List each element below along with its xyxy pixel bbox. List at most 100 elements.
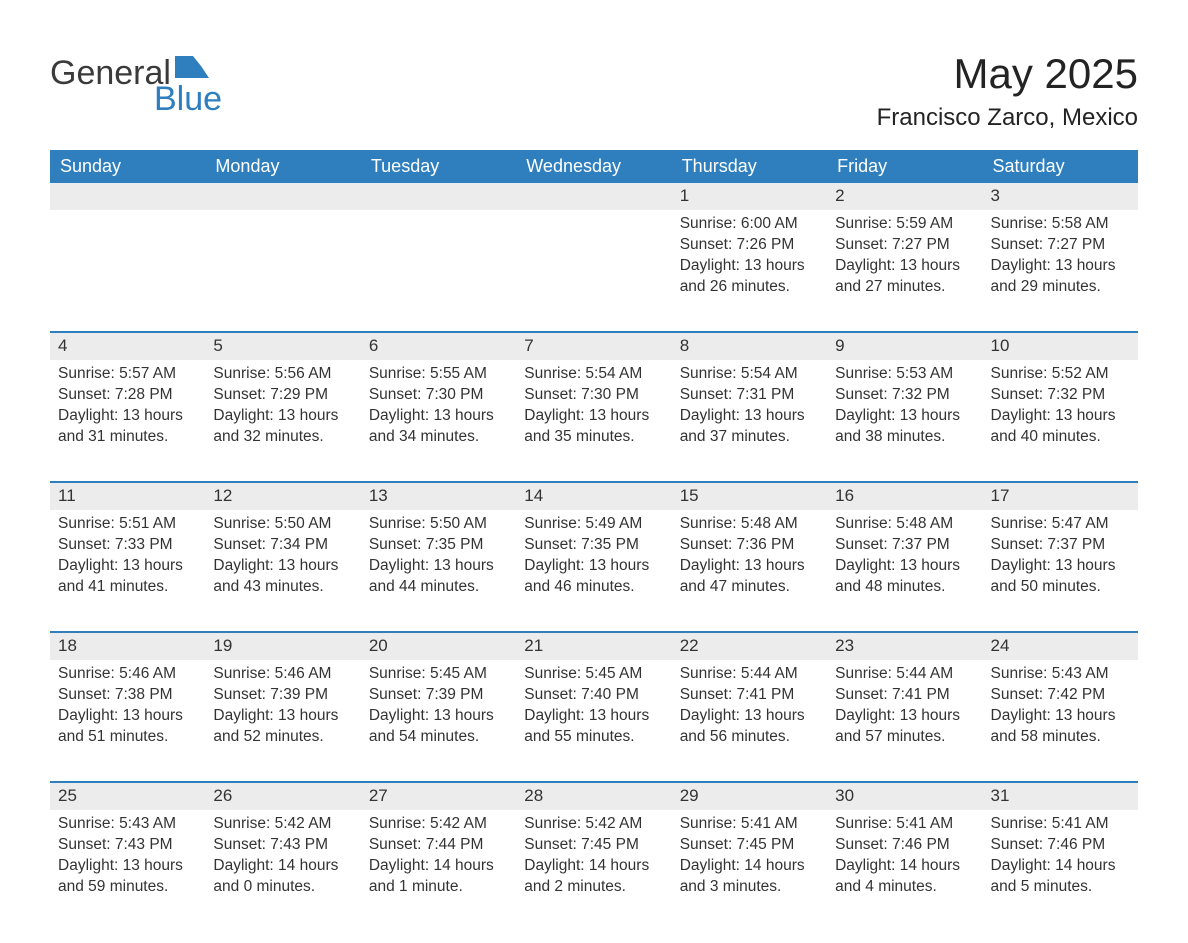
title-block: May 2025 Francisco Zarco, Mexico: [877, 50, 1138, 132]
day-number: 24: [983, 633, 1138, 660]
daylight-text: Daylight: 13 hours and 43 minutes.: [213, 556, 352, 598]
day-number: 8: [672, 333, 827, 360]
day-number: [361, 183, 516, 210]
weekday-wednesday: Wednesday: [516, 150, 671, 183]
week-row: 4Sunrise: 5:57 AMSunset: 7:28 PMDaylight…: [50, 331, 1138, 453]
day-content: Sunrise: 5:52 AMSunset: 7:32 PMDaylight:…: [983, 360, 1138, 448]
day-cell: 23Sunrise: 5:44 AMSunset: 7:41 PMDayligh…: [827, 633, 982, 753]
day-number: 1: [672, 183, 827, 210]
sunset-text: Sunset: 7:35 PM: [369, 535, 508, 556]
sunrise-text: Sunrise: 5:42 AM: [369, 814, 508, 835]
sunrise-text: Sunrise: 5:50 AM: [369, 514, 508, 535]
day-content: Sunrise: 5:42 AMSunset: 7:43 PMDaylight:…: [205, 810, 360, 898]
daylight-text: Daylight: 13 hours and 32 minutes.: [213, 406, 352, 448]
weekday-saturday: Saturday: [983, 150, 1138, 183]
day-content: Sunrise: 5:44 AMSunset: 7:41 PMDaylight:…: [827, 660, 982, 748]
daylight-text: Daylight: 13 hours and 34 minutes.: [369, 406, 508, 448]
sunset-text: Sunset: 7:36 PM: [680, 535, 819, 556]
sunrise-text: Sunrise: 5:53 AM: [835, 364, 974, 385]
day-content: Sunrise: 5:41 AMSunset: 7:45 PMDaylight:…: [672, 810, 827, 898]
sunset-text: Sunset: 7:30 PM: [369, 385, 508, 406]
sunset-text: Sunset: 7:45 PM: [680, 835, 819, 856]
day-content: Sunrise: 5:46 AMSunset: 7:39 PMDaylight:…: [205, 660, 360, 748]
daylight-text: Daylight: 13 hours and 26 minutes.: [680, 256, 819, 298]
day-number: 20: [361, 633, 516, 660]
day-cell: [516, 183, 671, 303]
day-cell: 29Sunrise: 5:41 AMSunset: 7:45 PMDayligh…: [672, 783, 827, 903]
day-content: Sunrise: 5:53 AMSunset: 7:32 PMDaylight:…: [827, 360, 982, 448]
day-number: 29: [672, 783, 827, 810]
day-content: Sunrise: 5:49 AMSunset: 7:35 PMDaylight:…: [516, 510, 671, 598]
daylight-text: Daylight: 13 hours and 40 minutes.: [991, 406, 1130, 448]
sunset-text: Sunset: 7:39 PM: [369, 685, 508, 706]
day-number: 7: [516, 333, 671, 360]
day-cell: 17Sunrise: 5:47 AMSunset: 7:37 PMDayligh…: [983, 483, 1138, 603]
weekday-sunday: Sunday: [50, 150, 205, 183]
flag-icon: [175, 50, 209, 84]
day-cell: 18Sunrise: 5:46 AMSunset: 7:38 PMDayligh…: [50, 633, 205, 753]
day-number: 3: [983, 183, 1138, 210]
day-cell: 19Sunrise: 5:46 AMSunset: 7:39 PMDayligh…: [205, 633, 360, 753]
day-content: Sunrise: 5:47 AMSunset: 7:37 PMDaylight:…: [983, 510, 1138, 598]
sunrise-text: Sunrise: 5:41 AM: [835, 814, 974, 835]
day-cell: 5Sunrise: 5:56 AMSunset: 7:29 PMDaylight…: [205, 333, 360, 453]
sunset-text: Sunset: 7:37 PM: [991, 535, 1130, 556]
day-content: Sunrise: 5:45 AMSunset: 7:39 PMDaylight:…: [361, 660, 516, 748]
day-content: Sunrise: 5:50 AMSunset: 7:34 PMDaylight:…: [205, 510, 360, 598]
weekday-thursday: Thursday: [672, 150, 827, 183]
daylight-text: Daylight: 14 hours and 3 minutes.: [680, 856, 819, 898]
daylight-text: Daylight: 13 hours and 41 minutes.: [58, 556, 197, 598]
sunset-text: Sunset: 7:40 PM: [524, 685, 663, 706]
brand-logo: General Blue: [50, 50, 222, 116]
day-number: [205, 183, 360, 210]
day-number: [516, 183, 671, 210]
daylight-text: Daylight: 13 hours and 27 minutes.: [835, 256, 974, 298]
daylight-text: Daylight: 13 hours and 35 minutes.: [524, 406, 663, 448]
daylight-text: Daylight: 14 hours and 1 minute.: [369, 856, 508, 898]
day-cell: 25Sunrise: 5:43 AMSunset: 7:43 PMDayligh…: [50, 783, 205, 903]
day-cell: 22Sunrise: 5:44 AMSunset: 7:41 PMDayligh…: [672, 633, 827, 753]
daylight-text: Daylight: 13 hours and 57 minutes.: [835, 706, 974, 748]
week-row: 25Sunrise: 5:43 AMSunset: 7:43 PMDayligh…: [50, 781, 1138, 903]
daylight-text: Daylight: 13 hours and 52 minutes.: [213, 706, 352, 748]
sunrise-text: Sunrise: 5:43 AM: [58, 814, 197, 835]
weekday-friday: Friday: [827, 150, 982, 183]
sunset-text: Sunset: 7:45 PM: [524, 835, 663, 856]
sunrise-text: Sunrise: 5:41 AM: [680, 814, 819, 835]
sunset-text: Sunset: 7:46 PM: [835, 835, 974, 856]
day-cell: 16Sunrise: 5:48 AMSunset: 7:37 PMDayligh…: [827, 483, 982, 603]
daylight-text: Daylight: 14 hours and 2 minutes.: [524, 856, 663, 898]
day-cell: 3Sunrise: 5:58 AMSunset: 7:27 PMDaylight…: [983, 183, 1138, 303]
day-content: Sunrise: 5:44 AMSunset: 7:41 PMDaylight:…: [672, 660, 827, 748]
day-cell: 28Sunrise: 5:42 AMSunset: 7:45 PMDayligh…: [516, 783, 671, 903]
sunset-text: Sunset: 7:30 PM: [524, 385, 663, 406]
sunset-text: Sunset: 7:28 PM: [58, 385, 197, 406]
page-subtitle: Francisco Zarco, Mexico: [877, 104, 1138, 132]
day-number: 11: [50, 483, 205, 510]
sunset-text: Sunset: 7:43 PM: [58, 835, 197, 856]
day-cell: 24Sunrise: 5:43 AMSunset: 7:42 PMDayligh…: [983, 633, 1138, 753]
day-content: Sunrise: 5:43 AMSunset: 7:43 PMDaylight:…: [50, 810, 205, 898]
weekday-monday: Monday: [205, 150, 360, 183]
sunset-text: Sunset: 7:32 PM: [991, 385, 1130, 406]
day-content: Sunrise: 5:56 AMSunset: 7:29 PMDaylight:…: [205, 360, 360, 448]
day-cell: 1Sunrise: 6:00 AMSunset: 7:26 PMDaylight…: [672, 183, 827, 303]
calendar: Sunday Monday Tuesday Wednesday Thursday…: [50, 150, 1138, 903]
sunrise-text: Sunrise: 5:59 AM: [835, 214, 974, 235]
day-content: Sunrise: 5:42 AMSunset: 7:44 PMDaylight:…: [361, 810, 516, 898]
sunset-text: Sunset: 7:43 PM: [213, 835, 352, 856]
day-content: Sunrise: 6:00 AMSunset: 7:26 PMDaylight:…: [672, 210, 827, 298]
sunrise-text: Sunrise: 5:42 AM: [524, 814, 663, 835]
sunset-text: Sunset: 7:27 PM: [835, 235, 974, 256]
sunrise-text: Sunrise: 5:52 AM: [991, 364, 1130, 385]
day-cell: 14Sunrise: 5:49 AMSunset: 7:35 PMDayligh…: [516, 483, 671, 603]
day-number: 13: [361, 483, 516, 510]
daylight-text: Daylight: 13 hours and 46 minutes.: [524, 556, 663, 598]
sunset-text: Sunset: 7:37 PM: [835, 535, 974, 556]
day-cell: 31Sunrise: 5:41 AMSunset: 7:46 PMDayligh…: [983, 783, 1138, 903]
sunrise-text: Sunrise: 5:56 AM: [213, 364, 352, 385]
sunrise-text: Sunrise: 5:58 AM: [991, 214, 1130, 235]
day-cell: 11Sunrise: 5:51 AMSunset: 7:33 PMDayligh…: [50, 483, 205, 603]
sunrise-text: Sunrise: 5:45 AM: [524, 664, 663, 685]
daylight-text: Daylight: 13 hours and 59 minutes.: [58, 856, 197, 898]
